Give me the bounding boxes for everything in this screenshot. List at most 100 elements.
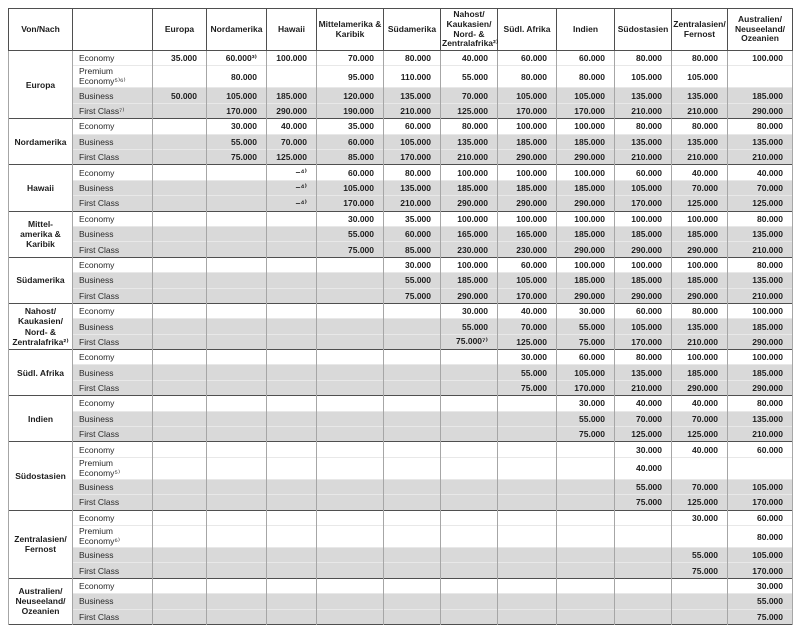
miles-cell [556,608,615,625]
miles-cell: 290.000 [440,195,498,212]
miles-cell: 80.000 [383,50,441,66]
miles-cell [266,441,317,458]
table-header: Von/Nach Europa Nordamerika Hawaii Mittelam… [8,7,793,52]
miles-cell: 70.000 [440,87,498,104]
table-row: Business –⁴⁾ 105.000 135.000 185.000 185.000 1… [9,179,793,196]
table-row: First Class 75.000 290.000 170.000 290.000 29… [9,287,793,304]
miles-cell: 170.000 [497,102,557,119]
miles-cell: 135.000 [727,272,793,289]
table-row: Business 55.000 185.000 105.000 185.000 185.0… [9,272,793,289]
miles-cell [266,379,317,396]
miles-cell: 290.000 [556,195,615,212]
miles-cell: 170.000 [556,102,615,119]
miles-cell [316,379,384,396]
miles-cell [316,509,384,526]
table-row: First Class 75.000 125.000 125.000 210.000 [9,426,793,442]
miles-cell: 135.000 [727,410,793,427]
miles-cell [266,577,317,594]
class-cell: Business [72,225,153,242]
miles-cell [440,349,498,365]
table-row: Südostasien Economy 30.000 40.000 60.000 [8,441,793,511]
miles-cell: 170.000 [497,287,557,304]
miles-cell: 75.000 [556,333,615,350]
miles-cell [383,395,441,412]
region-cell: Hawaii [8,164,73,212]
miles-cell [206,426,267,442]
miles-cell: 100.000 [556,210,615,227]
miles-cell: 60.000 [614,302,672,319]
miles-cell [152,546,207,563]
miles-cell: 125.000 [614,426,672,442]
miles-cell [316,287,384,304]
miles-cell: 70.000 [316,50,384,66]
miles-cell [497,410,557,427]
miles-cell [266,546,317,563]
miles-cell: 60.000³⁾ [206,50,267,66]
class-cell: First Class [72,426,153,442]
miles-cell [206,395,267,412]
miles-cell [556,456,615,480]
miles-cell: 80.000 [727,256,793,273]
miles-cell [206,225,267,242]
class-cell: Premium Economy⁶⁾ [72,525,153,548]
miles-cell [206,256,267,273]
miles-cell: 185.000 [614,225,672,242]
miles-cell: 105.000 [727,478,793,495]
miles-cell [316,608,384,625]
miles-cell: 125.000 [671,494,728,511]
miles-cell [497,577,557,594]
miles-cell [206,410,267,427]
miles-cell [152,102,207,119]
table-row: Business 55.000 70.000 60.000 105.000 135.000… [9,133,793,150]
miles-cell: 290.000 [727,379,793,396]
miles-cell [206,179,267,196]
miles-cell: 170.000 [316,195,384,212]
miles-cell: 70.000 [671,478,728,495]
class-cell: Economy [72,577,153,594]
miles-cell [316,272,384,289]
miles-cell: 40.000 [614,456,672,480]
miles-cell [266,65,317,88]
miles-cell [206,333,267,350]
table-row: First Class –⁴⁾ 170.000 210.000 290.000 290.0… [9,195,793,212]
miles-cell: 105.000 [206,87,267,104]
miles-cell: 210.000 [383,195,441,212]
miles-cell: 100.000 [614,256,672,273]
column-header: Südamerika [383,7,441,52]
miles-cell [266,272,317,289]
class-cell: Business [72,133,153,150]
class-cell: Business [72,318,153,335]
table-row: Business 55.000 105.000 [9,546,793,563]
table-row: Nahost/ Kaukasien/ Nord- & Zentralafrika… [8,302,793,350]
miles-cell: 110.000 [383,65,441,88]
miles-cell: 210.000 [727,149,793,165]
miles-cell [383,441,441,458]
miles-cell: 100.000 [266,50,317,66]
miles-cell [497,395,557,412]
table-row: First Class 75.000 125.000 170.000 [9,494,793,511]
miles-cell: 70.000 [614,410,672,427]
table-row: Mittel- amerika & Karibik Economy 30.000 35… [8,210,793,258]
miles-cell [614,608,672,625]
miles-cell: 185.000 [727,318,793,335]
table-row: Business 55.000 60.000 165.000 165.000 185.00… [9,225,793,242]
miles-cell: 70.000 [727,179,793,196]
miles-cell [152,164,207,181]
miles-cell: 80.000 [727,118,793,135]
miles-cell [556,494,615,511]
miles-cell [206,272,267,289]
table-row: Europa Economy 35.000 60.000³⁾ 100.000 70.000… [8,50,793,119]
region-cell: Zentralasien/ Fernost [8,509,73,579]
class-cell: Business [72,179,153,196]
miles-cell [614,562,672,579]
miles-cell [152,525,207,548]
miles-cell [383,593,441,610]
miles-cell [266,478,317,495]
miles-cell [152,379,207,396]
miles-cell [152,426,207,442]
miles-cell [497,494,557,511]
miles-cell: 210.000 [727,241,793,258]
miles-cell: 85.000 [316,149,384,165]
miles-cell [266,302,317,319]
miles-cell: 230.000 [440,241,498,258]
